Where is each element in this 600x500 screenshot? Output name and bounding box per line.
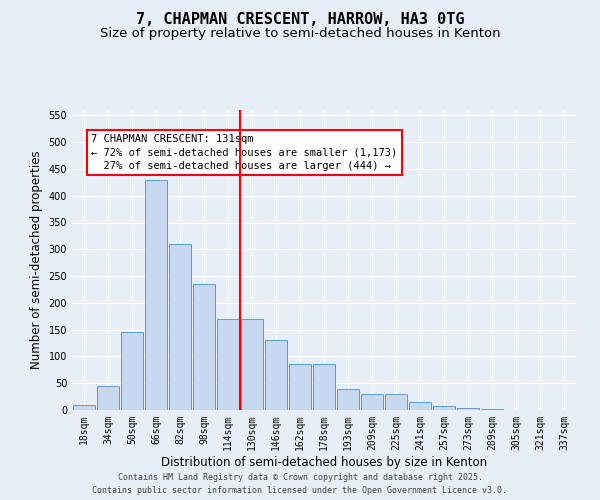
Bar: [73, 404, 95, 410]
Text: Size of property relative to semi-detached houses in Kenton: Size of property relative to semi-detach…: [100, 28, 500, 40]
Text: 7, CHAPMAN CRESCENT, HARROW, HA3 0TG: 7, CHAPMAN CRESCENT, HARROW, HA3 0TG: [136, 12, 464, 28]
Bar: [313, 364, 335, 410]
Bar: [169, 244, 191, 410]
Bar: [97, 386, 119, 410]
Bar: [433, 406, 455, 410]
Bar: [385, 394, 407, 410]
Bar: [145, 180, 167, 410]
X-axis label: Distribution of semi-detached houses by size in Kenton: Distribution of semi-detached houses by …: [161, 456, 487, 468]
Bar: [361, 394, 383, 410]
Bar: [457, 408, 479, 410]
Y-axis label: Number of semi-detached properties: Number of semi-detached properties: [30, 150, 43, 370]
Bar: [337, 388, 359, 410]
Bar: [241, 319, 263, 410]
Text: Contains HM Land Registry data © Crown copyright and database right 2025.
Contai: Contains HM Land Registry data © Crown c…: [92, 474, 508, 495]
Bar: [289, 364, 311, 410]
Bar: [265, 340, 287, 410]
Bar: [217, 319, 239, 410]
Bar: [121, 332, 143, 410]
Bar: [409, 402, 431, 410]
Bar: [193, 284, 215, 410]
Text: 7 CHAPMAN CRESCENT: 131sqm
← 72% of semi-detached houses are smaller (1,173)
  2: 7 CHAPMAN CRESCENT: 131sqm ← 72% of semi…: [91, 134, 397, 170]
